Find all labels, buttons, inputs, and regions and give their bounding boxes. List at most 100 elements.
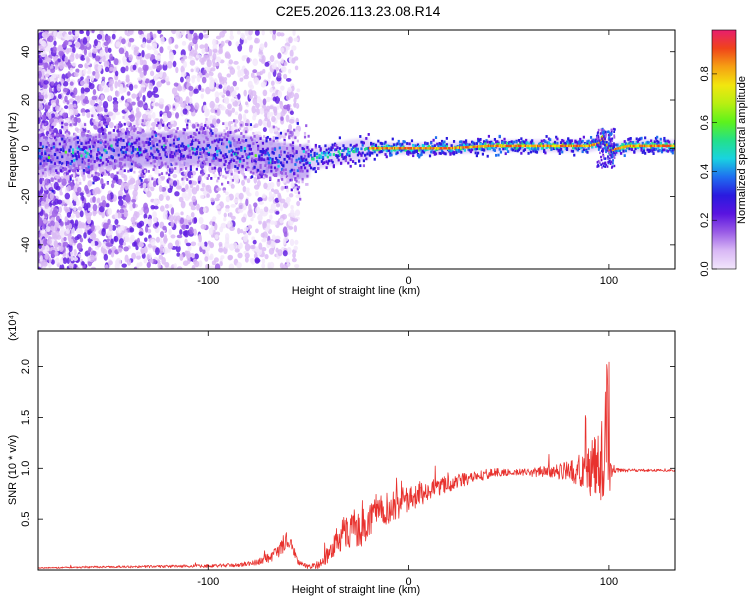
spectrogram-cell [213, 152, 216, 156]
spectrogram-cell [45, 145, 48, 149]
spectrogram-cell [283, 140, 286, 144]
spectrogram-cell [53, 181, 59, 190]
spectrogram-cell [124, 254, 129, 263]
spectrogram-cell [180, 144, 183, 148]
spectrogram-cell [113, 235, 119, 243]
spectrogram-cell [244, 252, 250, 259]
spectrogram-cell [46, 149, 49, 152]
spectrogram-cell [286, 246, 292, 255]
spectrogram-cell [138, 148, 141, 152]
spectrogram-cell [101, 80, 106, 89]
spectrogram-cell [280, 116, 284, 121]
spectrogram-cell [138, 241, 144, 247]
spectrogram-cell [128, 114, 134, 119]
spectrogram-cell [251, 105, 256, 114]
spectrogram-cell [189, 155, 192, 159]
spectrogram-halo-cell [279, 142, 283, 177]
spectrogram-cell [65, 132, 69, 136]
spectrogram-cell [230, 172, 233, 176]
spectrogram-cell [87, 140, 90, 144]
spectrogram-cell [266, 120, 272, 128]
spectrogram-cell [133, 170, 136, 174]
spectrogram-cell [90, 224, 95, 232]
spectrogram-cell [68, 31, 72, 35]
spectrogram-cell [379, 150, 382, 154]
spectrogram-cell [89, 152, 93, 156]
spectrogram-cell [207, 153, 210, 156]
spectrogram-cell [332, 165, 335, 169]
spectrogram-cell [44, 73, 50, 78]
spectrogram-cell [439, 142, 442, 146]
spectrogram-cell [407, 150, 410, 153]
spectrogram-cell [70, 213, 75, 219]
spectrogram-cell [47, 113, 52, 120]
spectrogram-cell [180, 76, 184, 83]
spectrogram-cell [216, 138, 219, 142]
spectrogram-cell [62, 164, 65, 168]
spectrogram-cell [217, 158, 220, 161]
spectrogram-halo-cell [92, 134, 96, 169]
spectrogram-cell [51, 209, 58, 217]
chart-title: C2E5.2026.113.23.08.R14 [276, 3, 441, 19]
spectrogram-cell [143, 246, 148, 254]
spectrogram-cell [358, 159, 361, 163]
spectrogram-cell [345, 147, 349, 151]
spectrogram-cell [200, 242, 205, 248]
spectrogram-cell [412, 151, 415, 154]
spectrogram-cell [396, 142, 399, 146]
spectrogram-cell [126, 127, 129, 131]
spectrogram-cell [345, 153, 349, 157]
spectrogram-cell [64, 130, 67, 134]
spectrogram-cell [42, 218, 47, 224]
spectrogram-cell [190, 174, 194, 178]
spectrogram-halo-cell [255, 137, 259, 172]
spectrogram-cell [230, 158, 233, 162]
spectrogram-cell [269, 214, 273, 221]
spectrogram-cell [79, 69, 83, 77]
spectrogram-cell [293, 245, 298, 251]
spectrogram-cell [406, 151, 409, 154]
spectrogram-cell [248, 164, 251, 167]
spectrogram-cell [294, 136, 297, 140]
spectrogram-cell [296, 174, 299, 178]
spectrogram-halo-cell [210, 131, 214, 166]
spectrogram-cell [293, 152, 296, 156]
spectrogram-cell [46, 141, 49, 145]
spectrogram-cell [300, 165, 303, 169]
spectrogram-cell [74, 41, 80, 48]
spectrogram-cell [177, 137, 180, 141]
spectrogram-cell [128, 136, 131, 139]
spectrogram-cell [348, 151, 351, 155]
spectrogram-cell [95, 159, 99, 163]
spectrogram-cell [416, 147, 420, 150]
spectrogram-cell [46, 159, 49, 162]
spectrogram-cell [51, 102, 57, 108]
spectrogram-cell [217, 147, 220, 150]
spectrogram-cell [408, 150, 411, 154]
spectrogram-cell [109, 145, 112, 149]
spectrogram-cell [140, 185, 143, 189]
spectrogram-cell [281, 163, 284, 166]
spectrogram-cell [198, 180, 201, 184]
spectrogram-cell [143, 68, 147, 76]
spectrogram-cell [157, 150, 160, 153]
spectrogram-cell [64, 142, 67, 146]
spectrogram-cell [285, 146, 289, 150]
spectrogram-cell [55, 257, 60, 264]
spectrogram-cell [49, 131, 52, 135]
spectrogram-cell [158, 153, 161, 156]
spectrogram-cell [225, 90, 231, 97]
spectrogram-cell [295, 158, 298, 162]
spectrogram-cell [153, 205, 159, 210]
spectrogram-cell [116, 143, 119, 147]
spectrogram-cell [147, 141, 150, 144]
spectrogram-cell [258, 220, 262, 225]
spectrogram-cell [337, 154, 340, 158]
spectrogram-cell [192, 163, 195, 166]
spectrogram-cell [73, 103, 77, 108]
spectrogram-cell [214, 197, 220, 202]
spectrogram-cell [383, 142, 386, 146]
spectrogram-cell [306, 146, 309, 149]
spectrogram-cell [200, 151, 203, 155]
spectrogram-cell [276, 159, 279, 162]
